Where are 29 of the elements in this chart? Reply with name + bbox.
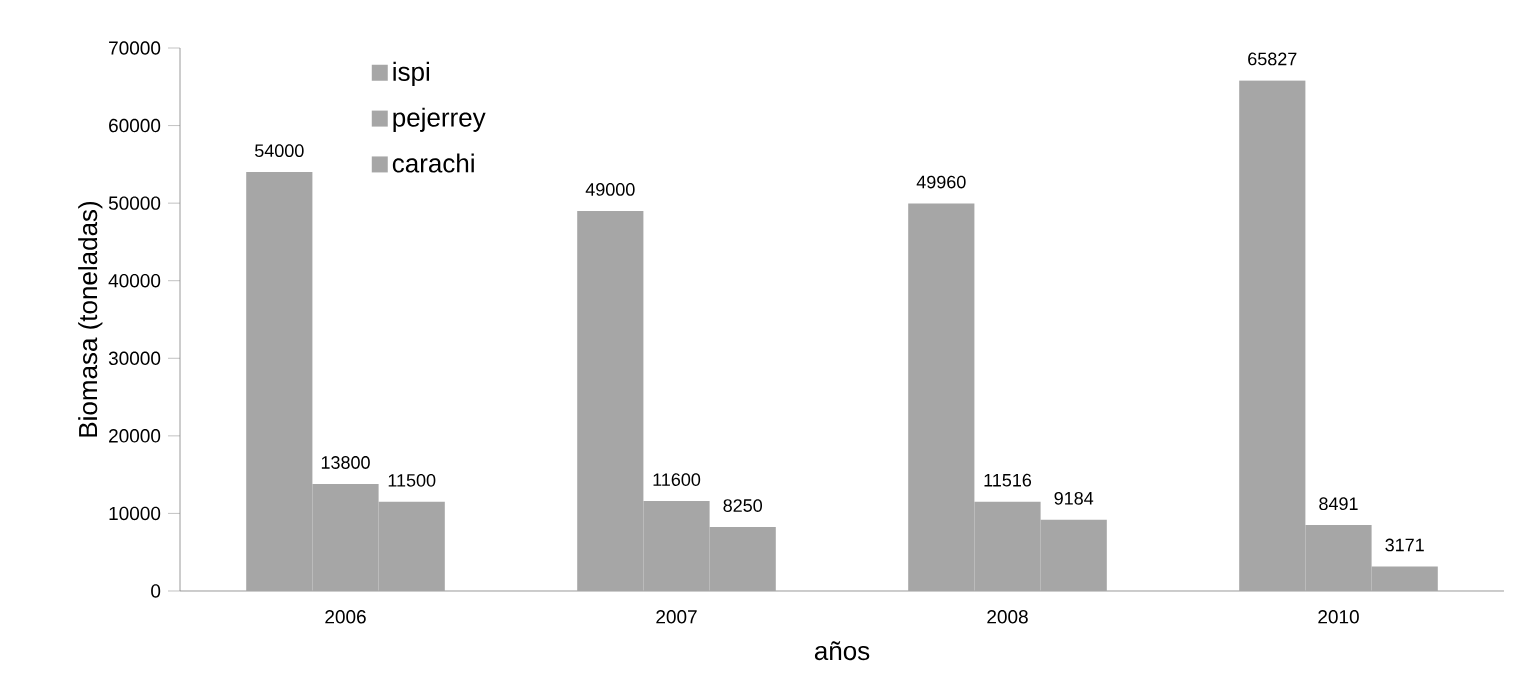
data-label: 11516 <box>984 473 1032 487</box>
x-tick-label: 2008 <box>987 610 1028 624</box>
y-tick-label: 60000 <box>109 118 161 133</box>
data-label: 54000 <box>255 144 304 158</box>
data-label: 11500 <box>388 473 436 487</box>
y-tick-label: 50000 <box>108 196 161 210</box>
x-tick-label: 2007 <box>656 610 697 624</box>
x-axis-title: años <box>814 641 870 661</box>
data-label: 3171 <box>1385 538 1424 552</box>
y-tick-label: 40000 <box>108 273 161 288</box>
data-label: 13800 <box>321 456 370 469</box>
data-label: 8250 <box>723 499 763 512</box>
data-label: 8491 <box>1319 497 1358 511</box>
y-tick-label: 70000 <box>109 41 161 55</box>
data-label: 65827 <box>1248 52 1297 66</box>
legend-label: pejerrey <box>393 107 486 132</box>
y-tick-label: 20000 <box>109 429 161 443</box>
data-label: 49960 <box>916 175 966 189</box>
y-tick-label: 10000 <box>109 506 161 521</box>
legend-label: ispi <box>393 61 430 87</box>
x-tick-label: 2010 <box>1318 610 1359 624</box>
y-tick-label: 0 <box>151 584 161 598</box>
y-tick-label: 30000 <box>108 351 161 366</box>
y-axis-title: Biomasa (toneladas) <box>78 201 103 437</box>
data-label: 49000 <box>585 183 635 196</box>
x-tick-label: 2006 <box>325 610 366 624</box>
data-label: 11600 <box>653 473 701 486</box>
legend-label: carachi <box>392 153 474 173</box>
data-label: 9184 <box>1054 491 1094 505</box>
